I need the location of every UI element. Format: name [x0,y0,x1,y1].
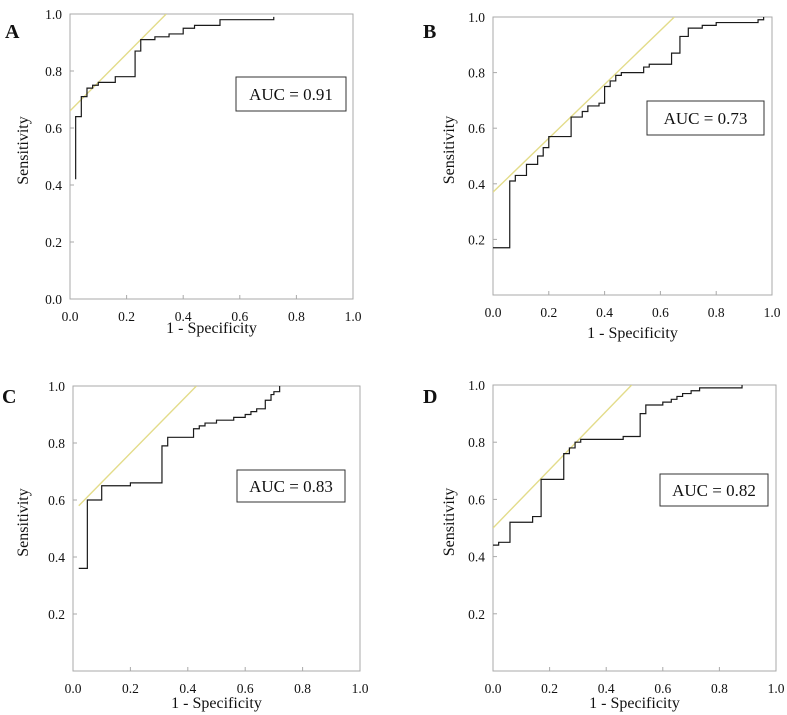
panel-c-x-tick-label: 0.6 [237,681,254,696]
panel-d-y-tick-label: 0.6 [468,492,485,507]
panel-a-x-tick-label: 0.2 [118,309,135,324]
panel-d-x-tick-label: 0.4 [598,681,615,696]
panel-b-x-tick-label: 0.2 [540,305,557,320]
panel-c-y-axis-label: Sensitivity [15,488,32,556]
panel-a-roc-curve [75,16,275,180]
panel-d-x-tick-label: 1.0 [768,681,785,696]
panel-d-x-tick-label: 0.8 [711,681,728,696]
panel-c-y-tick-label: 0.2 [48,607,65,622]
panel-d-reference-line [493,385,633,529]
panel-c-reference-line [78,386,197,507]
panel-b-auc-box [646,100,765,136]
panel-d-auc-label: AUC = 0.82 [672,481,756,500]
panel-a-auc-label: AUC = 0.91 [249,85,333,104]
panel-b-auc-label: AUC = 0.73 [664,109,748,128]
panel-d-y-tick-label: 0.4 [468,550,485,565]
panel-c-y-tick-label: 0.4 [48,550,65,565]
panel-a-x-tick-label: 1.0 [345,309,362,324]
panel-d-x-tick-label: 0.2 [541,681,558,696]
panel-d-plot-frame [492,384,777,672]
panel-a-y-tick-label: 0.4 [45,178,62,193]
panel-c-x-tick-label: 1.0 [352,681,369,696]
panel-a-x-tick-label: 0.6 [231,309,248,324]
panel-d-y-tick-label: 0.2 [468,607,485,622]
panel-b-y-tick-label: 0.2 [468,232,485,247]
panel-d-x-tick-label: 0.6 [654,681,671,696]
panel-c-x-tick-label: 0.8 [294,681,311,696]
panel-c-y-tick-label: 0.8 [48,436,65,451]
panel-a-x-tick-label: 0.8 [288,309,305,324]
panel-c: C 0.0 0.2 0.4 0.6 0.8 1.0 0.2 0.4 0.6 0.8 1.0 1 - Sp… [2,379,369,712]
panel-b-x-tick-label: 1.0 [764,305,781,320]
panel-b-x-axis-label: 1 - Specificity [587,325,678,342]
panel-a-y-tick-label: 0.0 [45,292,62,307]
panel-c-x-axis-label: 1 - Specificity [171,695,262,712]
panel-c-y-tick-label: 0.6 [48,493,65,508]
panel-a-y-tick-label: 0.6 [45,121,62,136]
panel-a-letter: A [5,21,20,43]
panel-d-auc-box [659,473,769,507]
panel-b-roc-curve [493,17,765,249]
panel-a-plot-frame [69,13,354,300]
panel-b: B 0.0 0.2 0.4 0.6 0.8 1.0 0.2 0.4 0.6 0.8 1.0 1 - Sp… [423,10,781,342]
panel-c-x-tick-label: 0.2 [122,681,139,696]
panel-b-plot-frame [492,16,773,296]
panel-c-roc-curve [78,386,281,570]
panel-c-letter: C [2,386,16,408]
panel-d-roc-curve [493,385,743,546]
panel-a-x-axis-label: 1 - Specificity [166,320,257,337]
panel-d-y-tick-label: 0.8 [468,435,485,450]
panel-c-auc-box [236,469,346,503]
panel-d-x-tick-label: 0.0 [485,681,502,696]
panel-a: A 0.0 0.2 0.4 0.6 0.8 1.0 0.0 0.2 0.4 0.6 0.8 1.0 1 -… [5,7,362,337]
panel-c-x-tick-label: 0.0 [65,681,82,696]
panel-c-x-tick-label: 0.4 [179,681,196,696]
panel-b-x-tick-label: 0.8 [708,305,725,320]
panel-c-auc-label: AUC = 0.83 [249,477,333,496]
panel-b-x-tick-label: 0.6 [652,305,669,320]
panel-b-y-axis-label: Sensitivity [441,116,458,184]
panel-a-x-tick-label: 0.0 [62,309,79,324]
panel-c-y-tick-label: 1.0 [48,379,65,394]
panel-b-x-tick-label: 0.0 [485,305,502,320]
panel-a-y-tick-label: 1.0 [45,7,62,22]
panel-a-x-tick-label: 0.4 [175,309,192,324]
panel-b-reference-line [493,17,675,193]
panel-b-y-tick-label: 0.4 [468,177,485,192]
panel-d-y-axis-label: Sensitivity [441,488,458,556]
panel-d: D 0.0 0.2 0.4 0.6 0.8 1.0 0.2 0.4 0.6 0.8 1.0 1 - Sp… [423,378,785,712]
panel-d-x-axis-label: 1 - Specificity [589,695,680,712]
panel-a-y-axis-label: Sensitivity [15,116,32,184]
panel-c-plot-frame [72,385,361,672]
panel-b-y-tick-label: 0.6 [468,121,485,136]
panel-b-x-tick-label: 0.4 [596,305,613,320]
panel-a-y-tick-label: 0.8 [45,64,62,79]
panel-b-y-tick-label: 1.0 [468,10,485,25]
panel-a-auc-box [235,76,347,112]
panel-a-reference-line [70,14,167,112]
panel-d-letter: D [423,386,437,408]
panel-b-letter: B [423,21,436,43]
panel-a-y-tick-label: 0.2 [45,235,62,250]
panel-b-y-tick-label: 0.8 [468,66,485,81]
panel-d-y-tick-label: 1.0 [468,378,485,393]
